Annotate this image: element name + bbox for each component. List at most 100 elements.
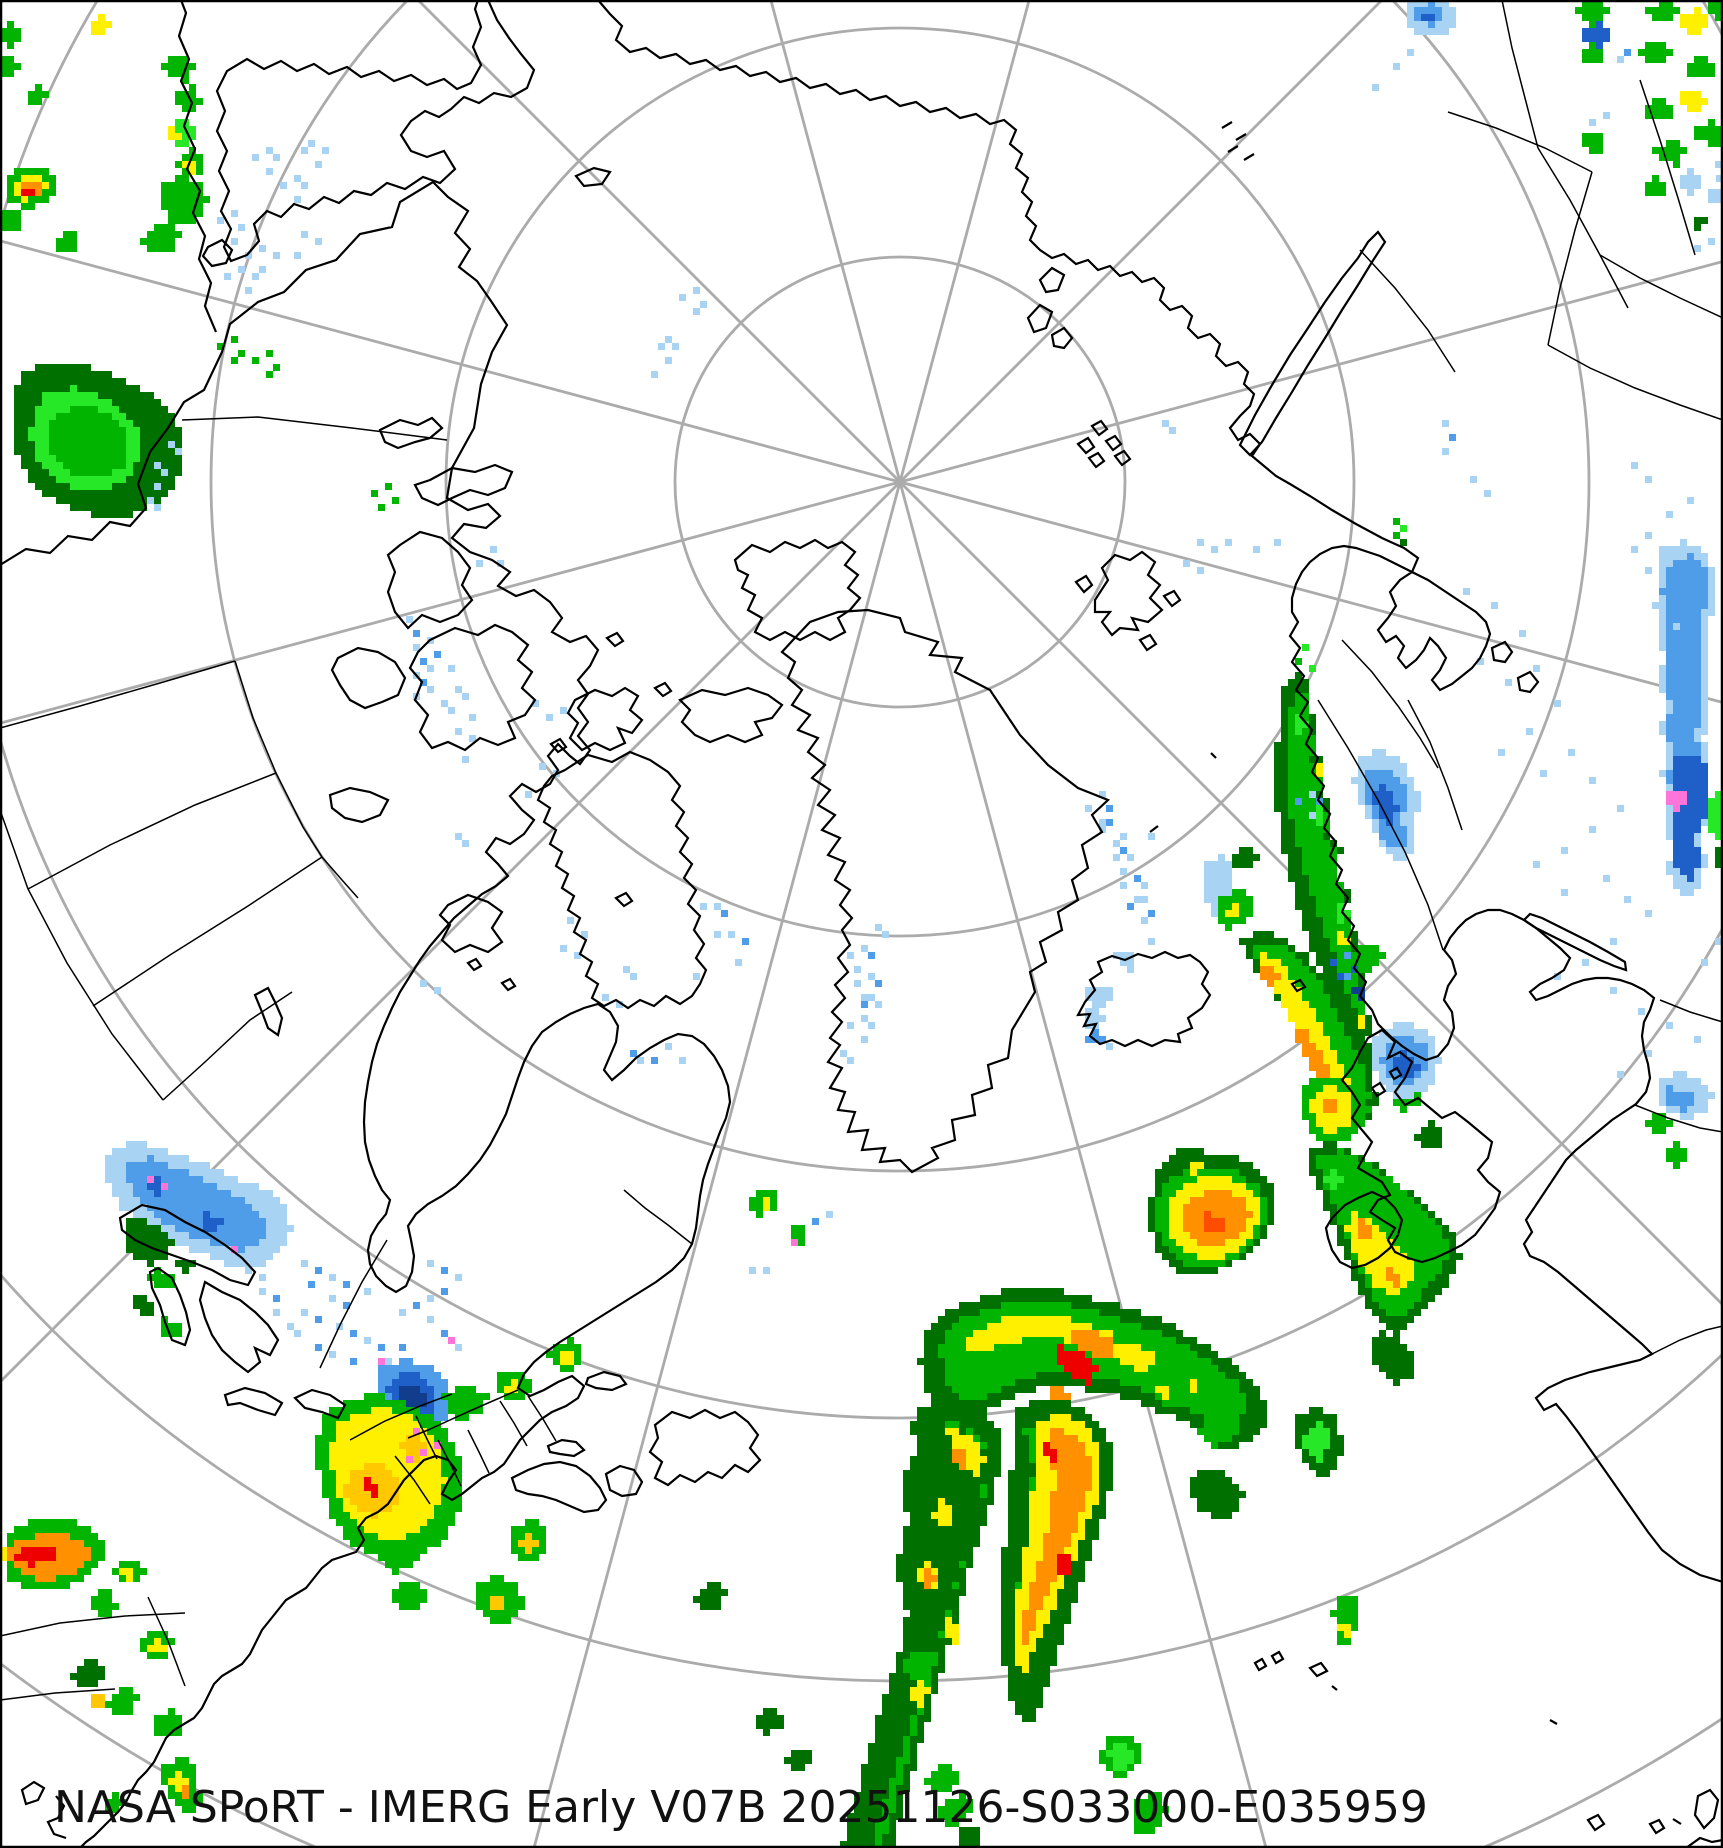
precip-blob	[28, 84, 49, 105]
precip-blob	[1050, 1386, 1071, 1400]
precip-blob	[70, 1659, 105, 1687]
coast-kodiak-island	[201, 238, 234, 268]
coast-lake-erie	[223, 1386, 284, 1417]
coast-arctic-islets	[466, 631, 673, 992]
coast-north-america-mainland	[0, 180, 732, 1848]
precip-blob	[903, 1652, 931, 1680]
precip-blob	[1386, 1267, 1400, 1288]
precip-blob	[161, 175, 210, 224]
precip-blob	[392, 1582, 427, 1610]
coast-alaska-peninsula	[177, 0, 218, 333]
coast-nova-scotia	[510, 1460, 608, 1514]
border-line	[0, 809, 164, 1101]
precip-blob	[364, 1477, 378, 1498]
border-line	[1547, 171, 1593, 346]
precip-blob	[1666, 791, 1687, 812]
precip-blob	[1708, 0, 1722, 21]
border-line	[0, 1688, 116, 1701]
border-line	[1501, 0, 1539, 149]
precip-blob	[1071, 1330, 1113, 1358]
precip-blob	[0, 21, 21, 49]
border-line	[1634, 1104, 1723, 1133]
precip-blob	[938, 1792, 973, 1827]
precip-blob	[1337, 903, 1351, 924]
precip-blob	[1421, 14, 1435, 21]
coast-iceland	[1076, 950, 1212, 1048]
precip-blob	[1106, 1743, 1134, 1771]
meridian-line	[532, 481, 902, 1848]
border-line	[1639, 79, 1696, 256]
meridian-line	[0, 481, 901, 1384]
coast-southampton-island	[438, 893, 504, 954]
precip-blob	[1666, 1141, 1687, 1169]
coast-svalbard	[1093, 550, 1164, 637]
precip-blob	[1260, 952, 1351, 1099]
precip-blob	[1680, 91, 1708, 112]
precip-blob	[791, 1225, 805, 1246]
precip-blob	[504, 1379, 518, 1393]
border-line	[1447, 111, 1593, 173]
meridian-line	[0, 480, 901, 725]
precip-blob	[1358, 1218, 1372, 1239]
coast-great-bear-lake	[330, 646, 407, 710]
coast-faroes	[1290, 978, 1307, 993]
precip-blob	[1260, 966, 1281, 987]
precip-blob	[1680, 168, 1701, 196]
latitude-circle	[209, 0, 1591, 1173]
coast-prince-patrick-island	[378, 416, 444, 450]
precip-blob	[1708, 189, 1722, 203]
precip-blob	[182, 1785, 189, 1799]
precip-blob	[21, 189, 35, 196]
latitude-circle	[673, 255, 1127, 709]
precip-blob	[931, 1498, 952, 1526]
precip-blob	[1232, 847, 1260, 868]
precip-blob	[105, 1687, 140, 1715]
precip-blob	[1708, 791, 1722, 840]
border-line	[1341, 639, 1439, 769]
border-line	[1407, 699, 1463, 831]
border-line	[27, 772, 277, 890]
precip-blob	[903, 1610, 931, 1645]
precip-blob	[490, 1596, 504, 1610]
precip-blob	[1323, 1099, 1337, 1113]
precip-blob	[49, 406, 126, 476]
precip-blob	[1372, 1330, 1414, 1386]
coast-newfoundland	[648, 1408, 762, 1487]
border-line	[1359, 249, 1456, 373]
meridian-line	[899, 0, 1384, 483]
border-line	[181, 416, 448, 441]
latitude-circle	[0, 0, 1723, 1420]
coast-great-slave-lake	[328, 786, 390, 824]
precip-blob	[1694, 217, 1708, 231]
border-line	[407, 1389, 519, 1439]
coast-novaya-zemlya	[1238, 230, 1387, 457]
border-line	[349, 1393, 453, 1441]
political-borders	[0, 0, 1723, 1701]
coast-ladoga-onega-lakes	[1490, 640, 1540, 694]
coast-jan-mayen	[1149, 825, 1159, 833]
precip-blob	[924, 1764, 959, 1792]
precip-blob	[147, 1638, 168, 1652]
precip-blob	[175, 84, 203, 112]
precip-blob	[140, 224, 182, 252]
border-line	[1317, 699, 1444, 951]
meridian-line	[769, 0, 902, 483]
precip-blob	[1337, 1624, 1351, 1638]
meridian-line	[898, 481, 1268, 1848]
coast-ireland	[1324, 1190, 1404, 1270]
border-line	[394, 1455, 431, 1505]
precip-blob	[1190, 1470, 1246, 1519]
border-line	[0, 660, 236, 729]
border-line	[467, 1429, 490, 1474]
precip-blob	[756, 1708, 784, 1736]
precip-blob	[910, 1680, 931, 1708]
precip-blob	[1302, 1421, 1330, 1463]
latitude-circle	[444, 26, 1356, 938]
border-line	[319, 1239, 388, 1369]
coast-severnaya-zemlya	[1026, 266, 1074, 350]
coast-banks-island	[386, 530, 474, 630]
precip-blob	[1204, 1211, 1225, 1232]
